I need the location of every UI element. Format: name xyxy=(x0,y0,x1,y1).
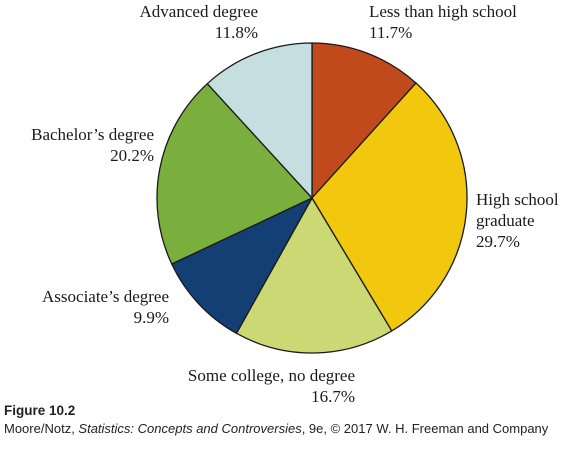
pie-labels: Less than high school 11.7% High school gra… xyxy=(31,2,559,406)
slice-label-less-than-high-school: Less than high school 11.7% xyxy=(369,2,517,42)
caption-authors: Moore/Notz, xyxy=(4,421,79,436)
pie-slice-less-than-high-school xyxy=(311,42,417,199)
pie-slice-advanced-degree xyxy=(206,42,313,199)
pie-slice-high-school-graduate xyxy=(311,82,468,332)
slice-label-advanced-degree: Advanced degree 11.8% xyxy=(140,2,258,42)
slice-label-bachelor-s-degree: Bachelor’s degree 20.2% xyxy=(31,125,154,165)
slice-label-high-school-graduate: High school graduate 29.7% xyxy=(476,190,559,251)
caption-publisher: , 9e, © 2017 W. H. Freeman and Company xyxy=(301,421,549,436)
slice-label-some-college-no-degree: Some college, no degree 16.7% xyxy=(188,366,355,406)
pie-slice-associate-s-degree xyxy=(171,197,313,335)
pie-slices xyxy=(156,42,468,354)
pie-slice-some-college-no-degree xyxy=(235,197,393,354)
caption-book-title: Statistics: Concepts and Controversies xyxy=(78,421,302,436)
pie-slice-bachelor-s-degree xyxy=(156,83,313,265)
pie-chart: Less than high school 11.7% High school gra… xyxy=(31,2,559,406)
slice-label-associate-s-degree: Associate’s degree 9.9% xyxy=(42,287,169,327)
figure-label: Figure 10.2 xyxy=(4,403,76,418)
figure-caption: Figure 10.2 Moore/Notz, Statistics: Conc… xyxy=(4,402,575,438)
